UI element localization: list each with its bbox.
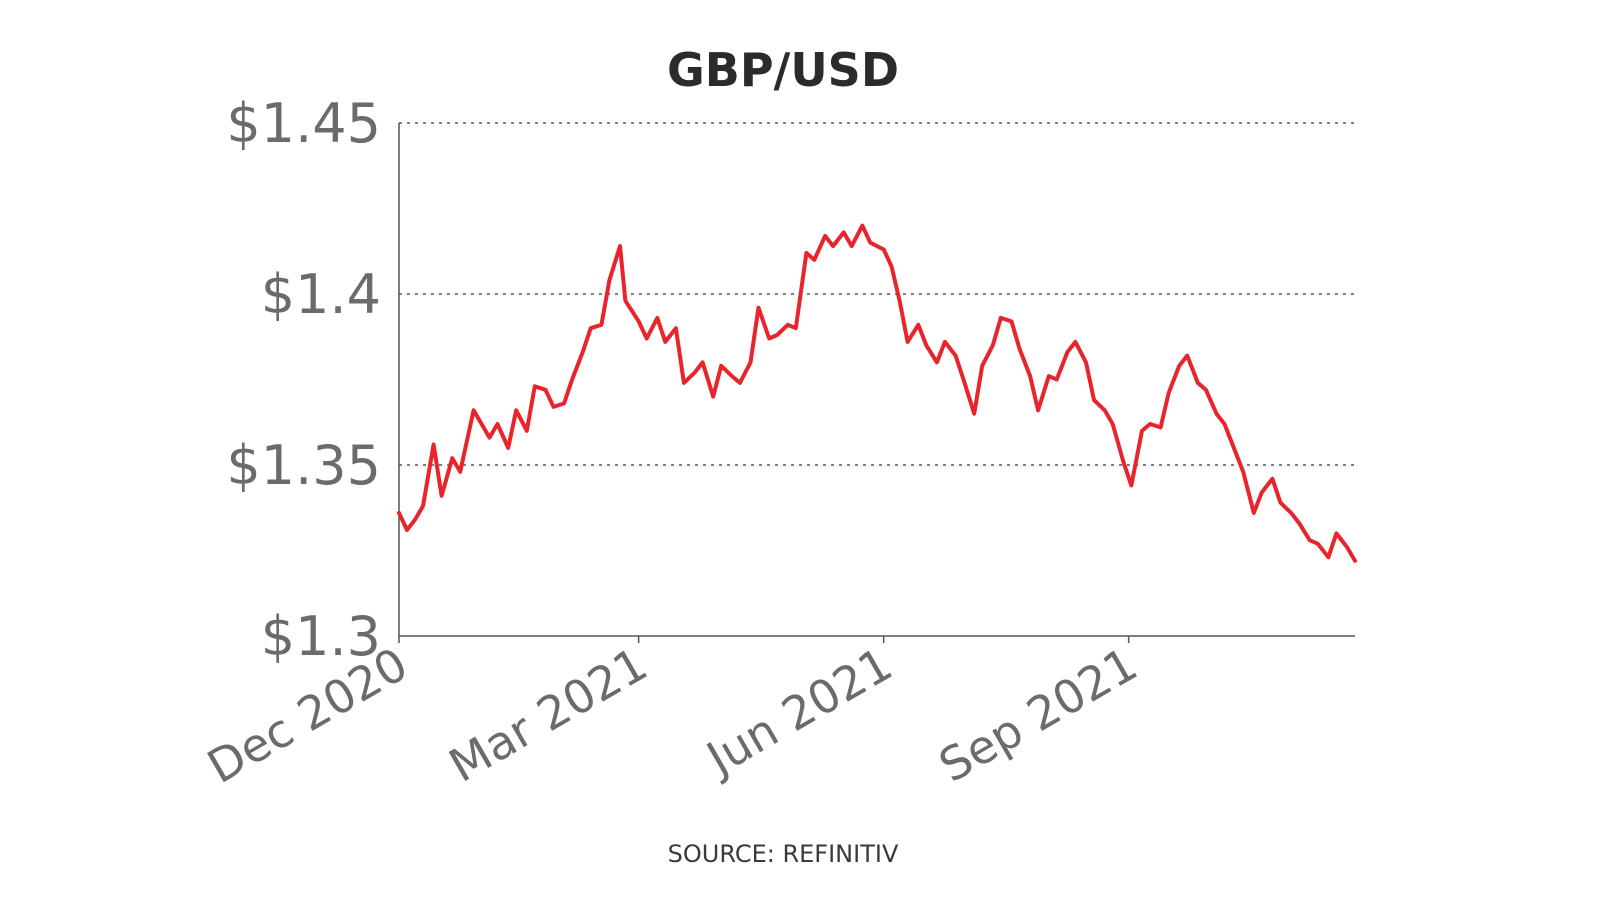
y-tick-label: $1.35 — [226, 434, 381, 497]
y-tick-label: $1.45 — [226, 92, 381, 155]
x-tick-label: Mar 2021 — [440, 637, 656, 793]
axes — [398, 123, 1355, 643]
y-tick-label: $1.4 — [261, 263, 381, 326]
x-tick-label: Jun 2021 — [695, 637, 901, 787]
series-line — [397, 223, 1357, 563]
y-tick-label: $1.3 — [261, 605, 381, 668]
x-tick-label: Sep 2021 — [930, 637, 1146, 793]
grid-lines — [399, 122, 1355, 466]
source-label: SOURCE: REFINITIV — [668, 840, 899, 868]
chart-title: GBP/USD — [667, 43, 899, 97]
y-axis-tick-labels: $1.3 $1.35 $1.4 $1.45 — [226, 92, 381, 668]
series-layer — [397, 223, 1357, 563]
